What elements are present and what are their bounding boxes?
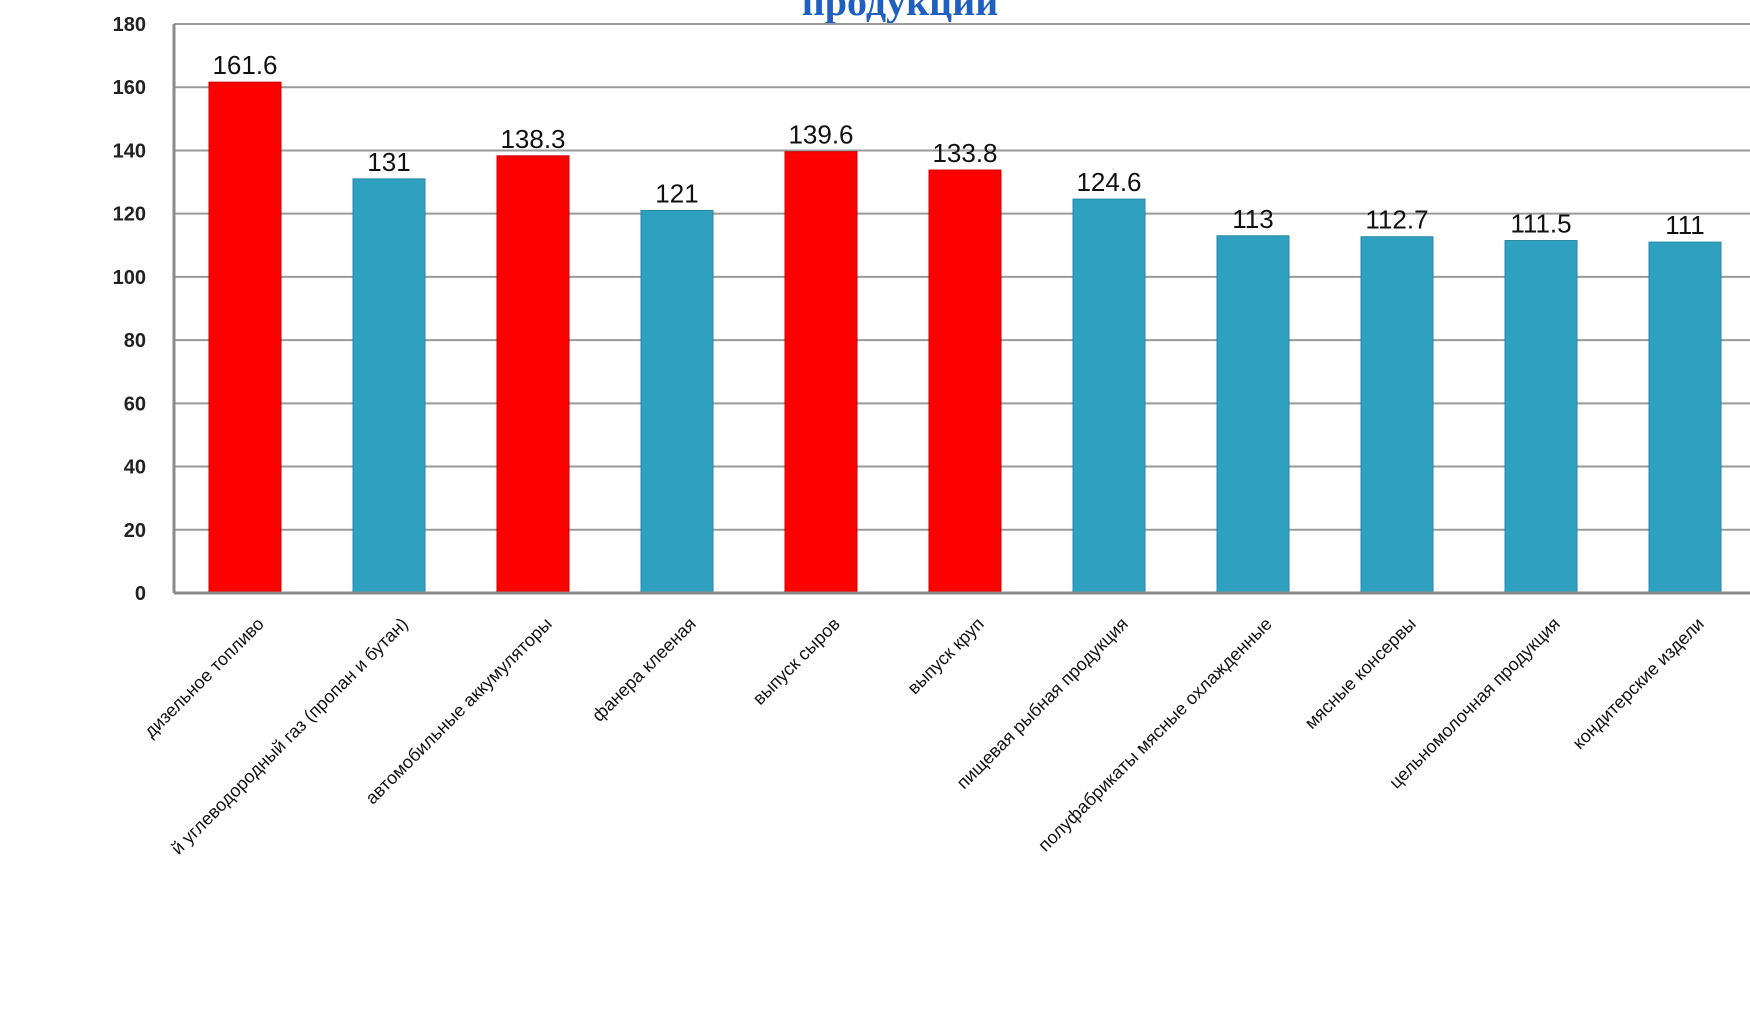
category-label: выпуск сыров xyxy=(749,614,844,709)
bar-value-label: 124.6 xyxy=(1076,167,1141,197)
y-tick-label: 100 xyxy=(113,267,146,289)
y-axis-ticks: 0 20 40 60 80 100 120 140 160 180 xyxy=(113,14,146,605)
category-label: дизельное топливо xyxy=(140,614,268,742)
bar xyxy=(1216,235,1290,594)
bar xyxy=(1072,198,1146,594)
bar xyxy=(784,151,858,594)
category-label: й углеводородный газ (пропан и бутан) xyxy=(167,614,412,859)
y-tick-label: 80 xyxy=(124,330,146,352)
bar-value-label: 131 xyxy=(367,147,410,177)
bar xyxy=(640,210,714,594)
category-label: выпуск круп xyxy=(903,614,987,698)
bar xyxy=(928,169,1002,594)
category-label: полуфабрикаты мясные охлажденные xyxy=(1034,614,1276,856)
y-tick-label: 60 xyxy=(124,393,146,415)
axes xyxy=(172,24,1750,595)
category-label: пищевая рыбная продукция xyxy=(953,614,1132,793)
bar-value-label: 133.8 xyxy=(932,138,997,168)
bar-value-label: 139.6 xyxy=(788,120,853,150)
category-label: фанера клееная xyxy=(588,614,700,726)
bar-value-label: 138.3 xyxy=(500,124,565,154)
y-tick-label: 140 xyxy=(113,140,146,162)
y-tick-label: 160 xyxy=(113,77,146,99)
value-labels: 161.6 131 138.3 121 139.6 133.8 124.6 113 112.7 1… xyxy=(212,50,1704,240)
bar-value-label: 161.6 xyxy=(212,50,277,80)
bar-value-label: 112.7 xyxy=(1365,205,1428,235)
category-label: цельномолочная продукция xyxy=(1385,614,1564,793)
y-tick-label: 40 xyxy=(124,457,146,479)
bar xyxy=(496,155,570,594)
bar-value-label: 111 xyxy=(1665,210,1705,240)
bar xyxy=(1648,241,1722,594)
bar xyxy=(1360,236,1434,594)
bars xyxy=(208,81,1722,594)
bar-value-label: 113 xyxy=(1232,204,1273,234)
bar-value-label: 121 xyxy=(655,179,698,209)
bar xyxy=(352,178,426,594)
bar xyxy=(1504,240,1578,594)
y-tick-label: 120 xyxy=(113,204,146,226)
y-tick-label: 20 xyxy=(124,520,146,542)
bar-value-label: 111.5 xyxy=(1510,209,1571,239)
category-label: кондитерские издели xyxy=(1569,614,1708,753)
category-label: мясные консервы xyxy=(1301,614,1420,733)
y-tick-label: 180 xyxy=(113,14,146,36)
y-tick-label: 0 xyxy=(135,583,146,605)
bar xyxy=(208,81,282,594)
chart-title: продукции xyxy=(801,0,999,24)
